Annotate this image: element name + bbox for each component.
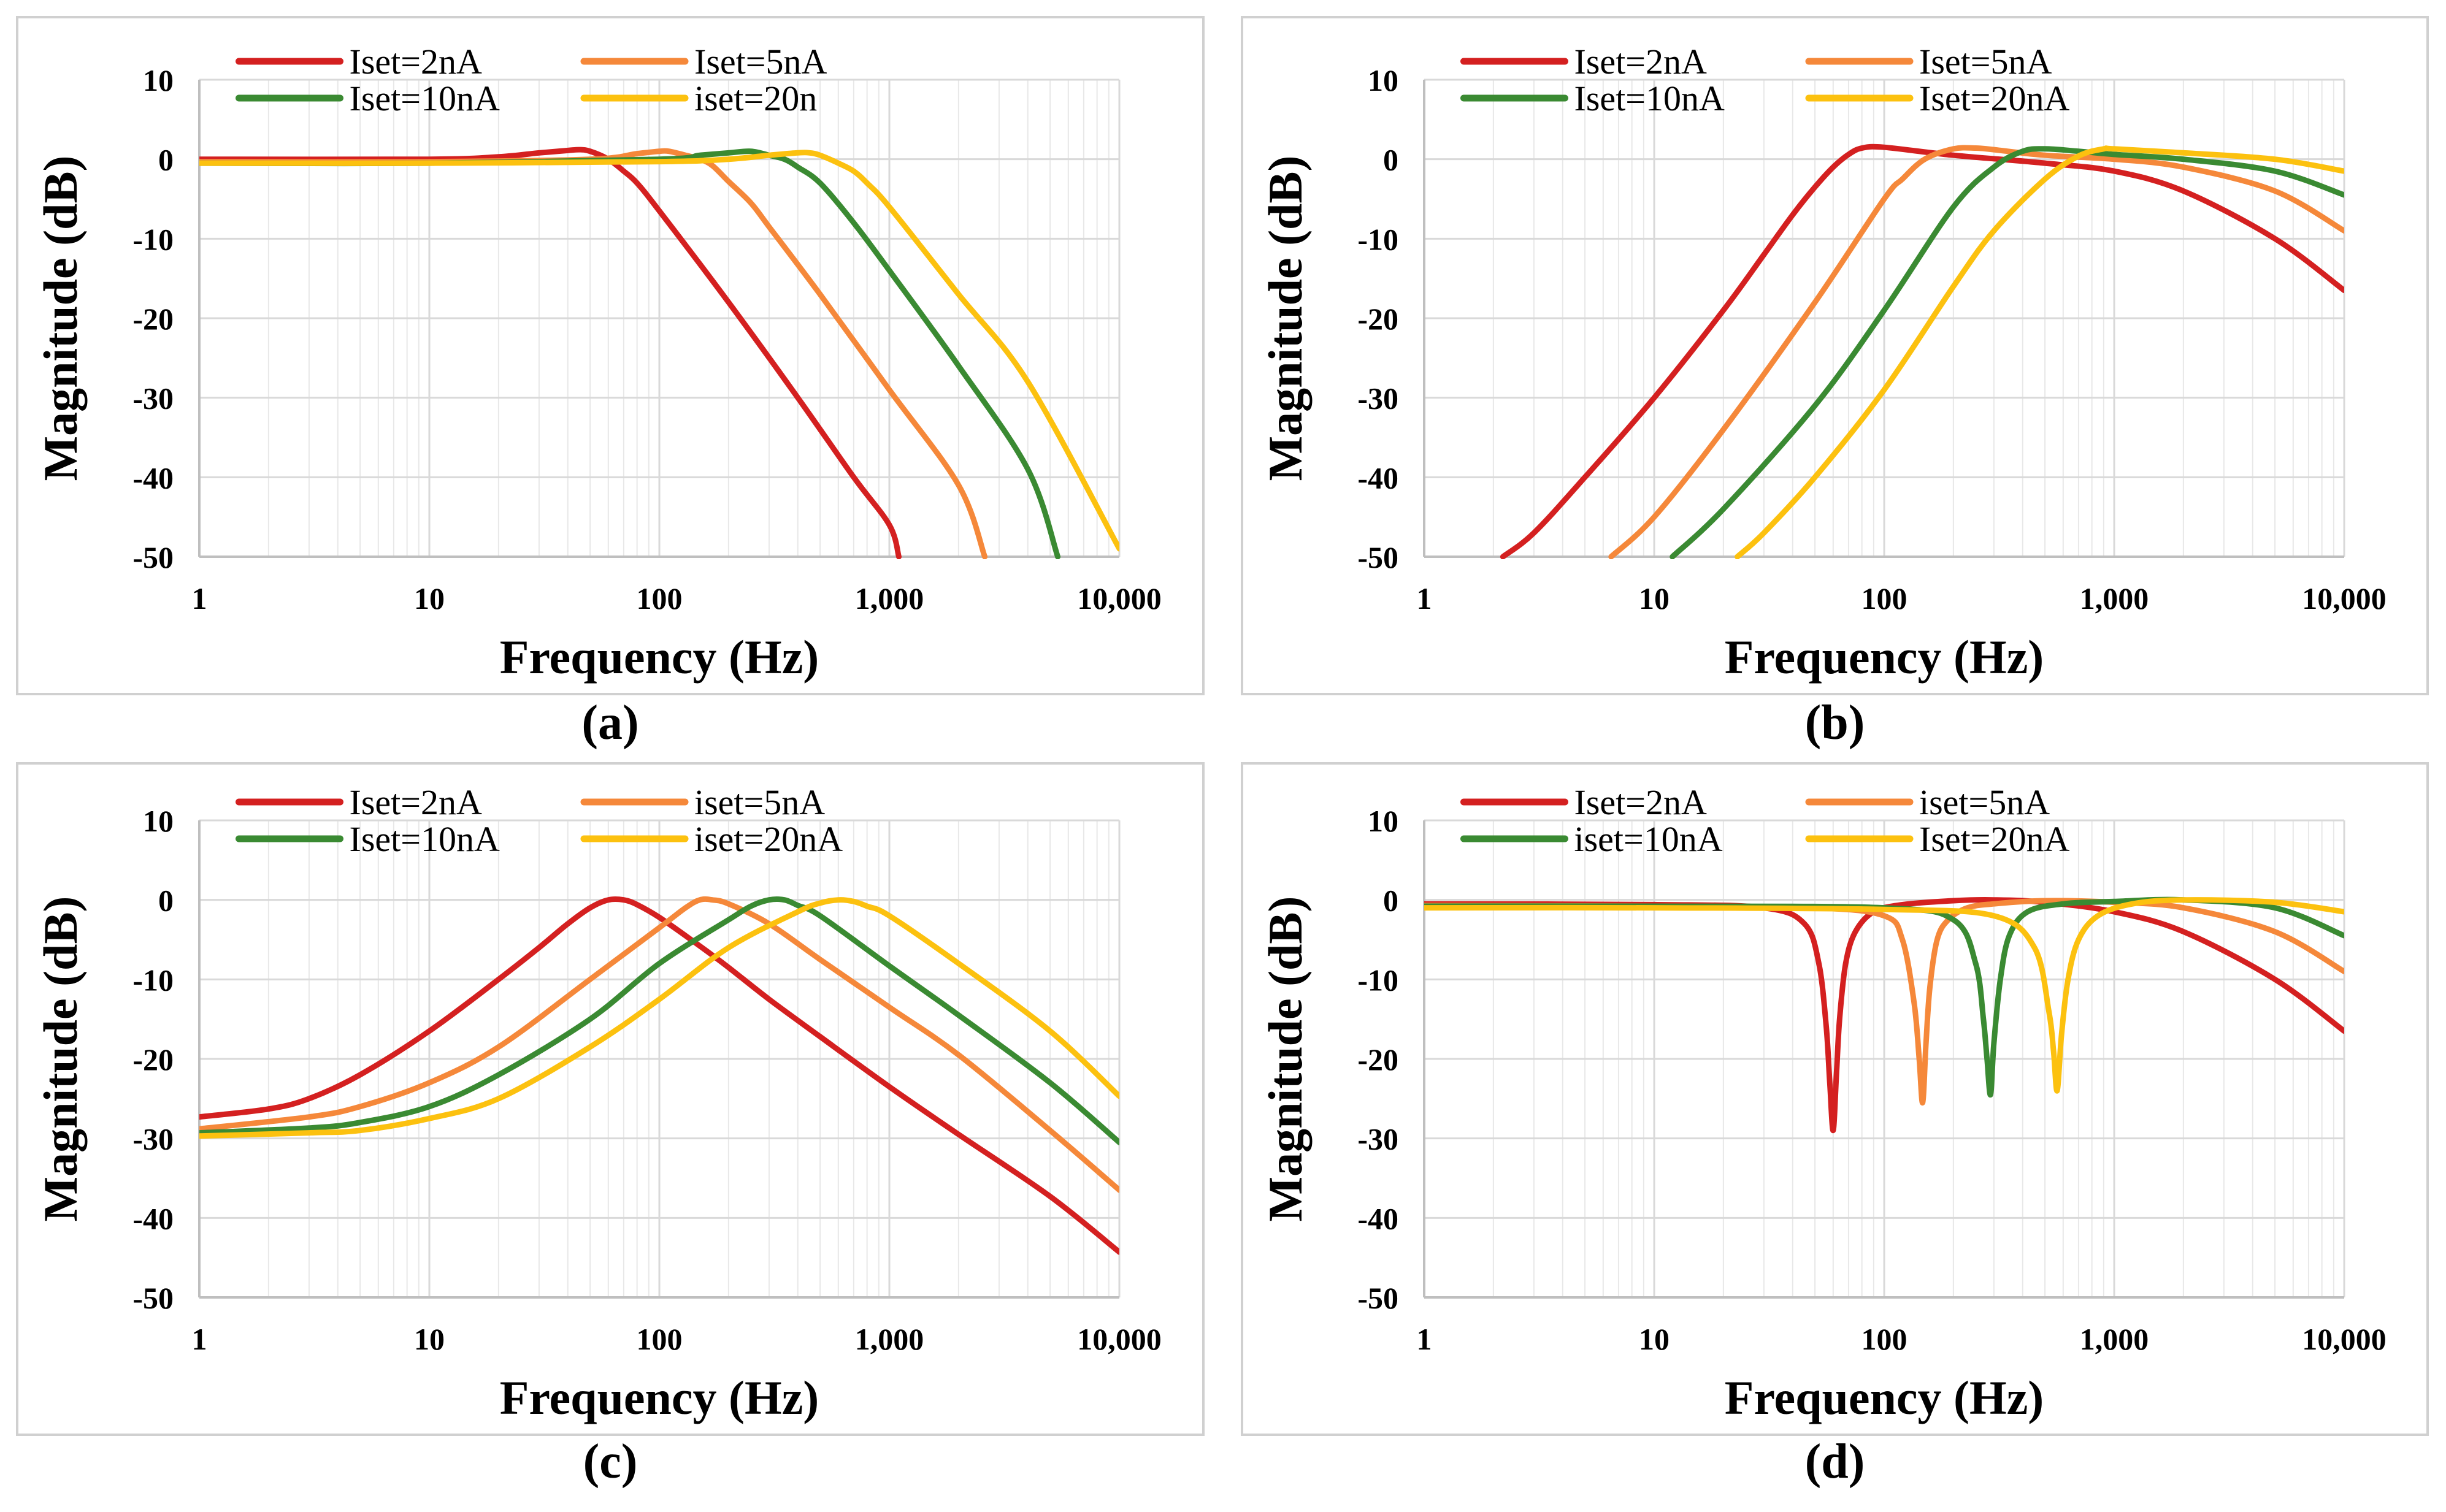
series-line-yellow xyxy=(1424,897,2344,1094)
y-tick-label: -40 xyxy=(1357,460,1398,495)
x-axis-title: Frequency (Hz) xyxy=(500,630,819,684)
series-line-yellow xyxy=(199,150,1119,552)
y-tick-label: -30 xyxy=(1357,1122,1398,1156)
y-tick-label: 10 xyxy=(143,63,174,97)
y-tick-label: 0 xyxy=(1383,143,1398,177)
y-tick-label: -10 xyxy=(132,222,174,256)
legend-label: iset=5nA xyxy=(1919,782,2050,822)
chart-frame xyxy=(1241,16,2429,695)
legend-label: Iset=20nA xyxy=(1919,78,2069,118)
panel-label: (c) xyxy=(583,1435,638,1489)
x-tick-label: 10 xyxy=(414,581,445,616)
panel-label: (b) xyxy=(1805,696,1865,750)
y-tick-label: 10 xyxy=(1368,804,1398,838)
series-line-yellow xyxy=(199,897,1119,1139)
series-line-green xyxy=(199,896,1119,1145)
panel-label: (a) xyxy=(581,696,638,750)
y-tick-label: -10 xyxy=(1357,963,1398,997)
x-tick-label: 10 xyxy=(1639,581,1670,616)
chart-panel-c: 100-10-20-30-40-501 10 100 1,000 10,000Frequ… xyxy=(16,762,1205,1489)
y-tick-label: -50 xyxy=(1357,540,1398,575)
y-tick-label: -30 xyxy=(132,1122,174,1156)
series-line-orange xyxy=(1608,145,2344,559)
legend-label: Iset=2nA xyxy=(350,782,482,822)
x-tick-label: 100 xyxy=(637,581,683,616)
x-tick-label: 1 xyxy=(1417,1322,1432,1356)
x-tick-label: 100 xyxy=(1861,1322,1907,1356)
x-tick-label: 1,000 xyxy=(2080,581,2149,616)
y-axis-title: Magnitude (dB) xyxy=(34,896,87,1222)
series-line-green xyxy=(1670,146,2344,559)
series-line-red xyxy=(199,896,1119,1255)
y-tick-label: -20 xyxy=(132,1042,174,1077)
x-tick-label: 10,000 xyxy=(1077,1322,1162,1356)
legend-label: Iset=2nA xyxy=(1574,42,1707,82)
y-tick-label: -50 xyxy=(1357,1281,1398,1315)
x-tick-label: 1 xyxy=(192,1322,207,1356)
series-line-orange xyxy=(199,896,1119,1193)
x-tick-label: 10 xyxy=(1639,1322,1670,1356)
y-axis-title: Magnitude (dB) xyxy=(34,156,87,481)
legend-label: Iset=5nA xyxy=(694,42,827,82)
x-tick-label: 1,000 xyxy=(855,581,924,616)
chart-panel-b: 100-10-20-30-40-501 10 100 1,000 10,000Frequ… xyxy=(1241,16,2429,750)
x-axis-title: Frequency (Hz) xyxy=(1725,1371,2044,1424)
y-tick-label: -20 xyxy=(1357,302,1398,336)
series-line-yellow xyxy=(1735,145,2344,559)
legend-label: Iset=10nA xyxy=(350,78,500,118)
legend-label: Iset=10nA xyxy=(1574,78,1725,118)
x-axis-title: Frequency (Hz) xyxy=(500,1371,819,1424)
legend-label: Iset=20nA xyxy=(1919,819,2069,859)
y-tick-label: 10 xyxy=(143,804,174,838)
x-tick-label: 1,000 xyxy=(2080,1322,2149,1356)
x-tick-label: 100 xyxy=(637,1322,683,1356)
legend-label: iset=20nA xyxy=(694,819,843,859)
y-tick-label: 0 xyxy=(158,884,174,918)
y-tick-label: -40 xyxy=(132,1201,174,1235)
series-line-green xyxy=(199,148,1061,559)
x-tick-label: 10 xyxy=(414,1322,445,1356)
x-tick-label: 1 xyxy=(192,581,207,616)
y-tick-label: 10 xyxy=(1368,63,1398,97)
x-tick-label: 100 xyxy=(1861,581,1907,616)
chart-frame xyxy=(16,16,1205,695)
chart-panel-d: 100-10-20-30-40-501 10 100 1,000 10,000Frequ… xyxy=(1241,762,2429,1489)
x-axis-title: Frequency (Hz) xyxy=(1725,630,2044,684)
y-tick-label: -20 xyxy=(132,302,174,336)
y-tick-label: -10 xyxy=(1357,222,1398,256)
y-tick-label: -30 xyxy=(132,381,174,416)
chart-panel-a: 100-10-20-30-40-501 10 100 1,000 10,000Frequ… xyxy=(16,16,1205,750)
series-line-red xyxy=(1424,897,2344,1134)
y-axis-title: Magnitude (dB) xyxy=(1259,156,1312,481)
y-tick-label: -50 xyxy=(132,1281,174,1315)
y-tick-label: -30 xyxy=(1357,381,1398,416)
legend-label: Iset=10nA xyxy=(350,819,500,859)
y-tick-label: -50 xyxy=(132,540,174,575)
x-tick-label: 10,000 xyxy=(2302,581,2387,616)
y-tick-label: 0 xyxy=(1383,884,1398,918)
y-tick-label: -40 xyxy=(1357,1201,1398,1235)
legend-label: iset=20n xyxy=(694,78,817,118)
panel-label: (d) xyxy=(1805,1435,1865,1489)
series-line-red xyxy=(1500,143,2344,559)
y-tick-label: 0 xyxy=(158,143,174,177)
x-tick-label: 10,000 xyxy=(1077,581,1162,616)
legend-label: Iset=5nA xyxy=(1919,42,2052,82)
y-tick-label: -10 xyxy=(132,963,174,997)
x-tick-label: 10,000 xyxy=(2302,1322,2387,1356)
chart-frame xyxy=(16,762,1205,1436)
legend-label: Iset=2nA xyxy=(1574,782,1707,822)
chart-frame xyxy=(1241,762,2429,1436)
legend-label: Iset=2nA xyxy=(350,42,482,82)
y-tick-label: -40 xyxy=(132,460,174,495)
legend-label: iset=5nA xyxy=(694,782,825,822)
y-axis-title: Magnitude (dB) xyxy=(1259,896,1312,1222)
x-tick-label: 1,000 xyxy=(855,1322,924,1356)
x-tick-label: 1 xyxy=(1417,581,1432,616)
y-tick-label: -20 xyxy=(1357,1042,1398,1077)
series-line-red xyxy=(199,147,902,559)
legend-label: iset=10nA xyxy=(1574,819,1723,859)
